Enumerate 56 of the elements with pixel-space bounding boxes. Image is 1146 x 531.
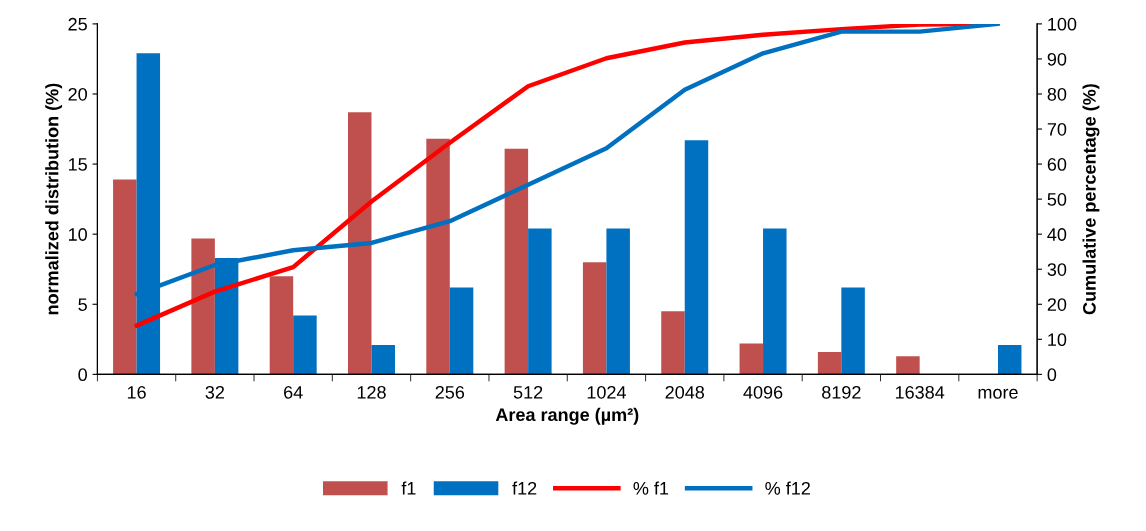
bar [684, 140, 709, 375]
bar [371, 344, 395, 375]
y2-tick-label: 80 [1047, 87, 1067, 101]
y-tick-label: 0 [78, 368, 87, 382]
bar [817, 351, 842, 375]
legend-label: f12 [512, 481, 537, 495]
bar [269, 276, 294, 375]
y-tick-label: 20 [68, 87, 87, 101]
x-tick-label: 128 [357, 385, 386, 399]
x-tick-label: 1024 [587, 385, 626, 399]
y-tick-label: 15 [68, 158, 87, 171]
legend-label: % f12 [765, 481, 810, 495]
bar [606, 228, 630, 375]
y2-tick-label: 20 [1047, 298, 1067, 311]
x-axis-title: Area range (µm²) [495, 407, 639, 425]
x-tick-label: 16 [127, 385, 146, 399]
legend-label: % f1 [633, 481, 669, 495]
x-tick-label: 8192 [822, 385, 861, 399]
y-axis-title: normalized distribution (%) [45, 83, 63, 315]
x-tick-label: 2048 [665, 385, 705, 399]
bar [113, 179, 137, 375]
bar [739, 343, 764, 375]
x-tick-label: 64 [284, 385, 303, 399]
x-tick-label: 256 [435, 385, 465, 399]
y2-tick-label: 40 [1047, 228, 1067, 241]
x-tick-label: 32 [205, 385, 225, 399]
bar [896, 356, 920, 375]
y2-tick-label: 90 [1047, 52, 1067, 66]
bar [528, 228, 552, 375]
y2-tick-label: 30 [1047, 263, 1067, 276]
bar [293, 315, 317, 375]
x-tick-label: 512 [513, 385, 543, 399]
y2-tick-label: 50 [1047, 193, 1067, 206]
y-tick-label: 25 [68, 17, 87, 31]
legend-label: f1 [401, 481, 416, 495]
bar [841, 287, 865, 375]
bar [661, 311, 685, 375]
x-tick-label: 4096 [743, 385, 783, 399]
y2-tick-label: 0 [1047, 368, 1057, 382]
y-tick-label: 5 [78, 298, 87, 311]
y2-tick-label: 100 [1048, 17, 1077, 31]
y2-tick-label: 10 [1048, 333, 1067, 347]
bar [426, 138, 450, 375]
y2-tick-label: 70 [1047, 122, 1067, 136]
bar [191, 238, 215, 375]
y2-tick-label: 60 [1047, 158, 1067, 171]
y-tick-label: 10 [68, 228, 87, 241]
bar [763, 228, 787, 375]
x-tick-label: 16384 [895, 385, 945, 399]
x-tick-label: more [978, 388, 1018, 399]
bar [504, 148, 529, 375]
bar [582, 262, 607, 375]
bar [449, 287, 474, 375]
bar [997, 344, 1022, 375]
bar [348, 112, 372, 375]
y2-axis-title: Cumulative percentage (%) [1082, 84, 1100, 315]
